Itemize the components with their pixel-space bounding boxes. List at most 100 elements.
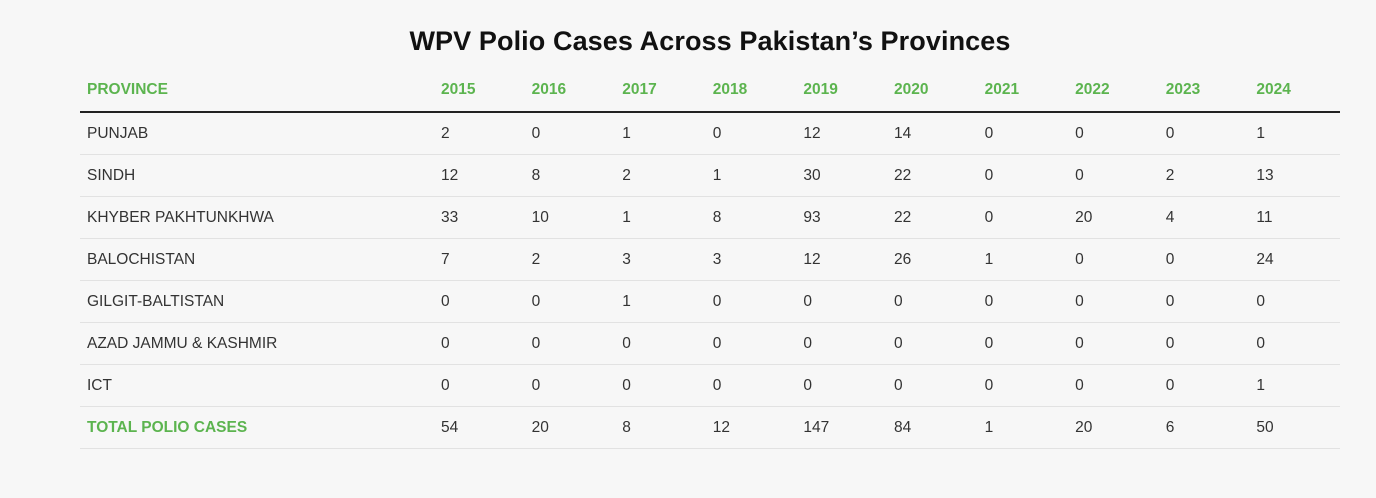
header-year-2020: 2020 xyxy=(886,68,978,113)
table-row: SINDH 12 8 2 1 30 22 0 0 2 13 xyxy=(80,154,1340,197)
case-count-cell: 0 xyxy=(434,322,525,365)
case-count-cell: 93 xyxy=(796,196,887,239)
total-count-cell: 84 xyxy=(886,406,978,449)
case-count-cell: 10 xyxy=(524,196,616,239)
province-cell: GILGIT-BALTISTAN xyxy=(80,280,435,323)
case-count-cell: 3 xyxy=(705,238,797,281)
case-count-cell: 0 xyxy=(796,322,887,365)
case-count-cell: 0 xyxy=(705,280,797,323)
total-count-cell: 8 xyxy=(615,406,706,449)
province-cell: PUNJAB xyxy=(80,112,435,155)
case-count-cell: 7 xyxy=(434,238,525,281)
case-count-cell: 0 xyxy=(977,154,1069,197)
header-year-2017: 2017 xyxy=(615,68,706,113)
case-count-cell: 0 xyxy=(886,364,978,407)
table-row: KHYBER PAKHTUNKHWA 33 10 1 8 93 22 0 20 4 11 xyxy=(80,196,1340,239)
table-header-row: PROVINCE 2015 2016 2017 2018 2019 2020 2021 202… xyxy=(80,68,1340,113)
total-count-cell: 20 xyxy=(1068,406,1159,449)
case-count-cell: 0 xyxy=(977,280,1069,323)
case-count-cell: 0 xyxy=(615,364,706,407)
case-count-cell: 1 xyxy=(615,112,706,155)
province-cell: AZAD JAMMU & KASHMIR xyxy=(80,322,435,365)
case-count-cell: 24 xyxy=(1249,238,1340,281)
case-count-cell: 0 xyxy=(886,280,978,323)
header-year-2022: 2022 xyxy=(1068,68,1159,113)
total-count-cell: 6 xyxy=(1158,406,1250,449)
case-count-cell: 0 xyxy=(977,112,1069,155)
case-count-cell: 2 xyxy=(434,112,525,155)
case-count-cell: 1 xyxy=(705,154,797,197)
case-count-cell: 0 xyxy=(977,196,1069,239)
case-count-cell: 12 xyxy=(434,154,525,197)
polio-cases-table: PROVINCE 2015 2016 2017 2018 2019 2020 2021 202… xyxy=(80,68,1340,449)
header-year-2023: 2023 xyxy=(1158,68,1250,113)
case-count-cell: 0 xyxy=(705,112,797,155)
case-count-cell: 0 xyxy=(796,280,887,323)
case-count-cell: 0 xyxy=(524,322,616,365)
case-count-cell: 0 xyxy=(796,364,887,407)
case-count-cell: 33 xyxy=(434,196,525,239)
case-count-cell: 12 xyxy=(796,112,887,155)
case-count-cell: 1 xyxy=(977,238,1069,281)
case-count-cell: 0 xyxy=(1068,280,1159,323)
case-count-cell: 4 xyxy=(1158,196,1250,239)
case-count-cell: 2 xyxy=(615,154,706,197)
case-count-cell: 0 xyxy=(1158,238,1250,281)
case-count-cell: 0 xyxy=(1158,364,1250,407)
case-count-cell: 0 xyxy=(886,322,978,365)
case-count-cell: 12 xyxy=(796,238,887,281)
case-count-cell: 26 xyxy=(886,238,978,281)
header-year-2016: 2016 xyxy=(524,68,616,113)
chart-title: WPV Polio Cases Across Pakistan’s Provin… xyxy=(409,26,1011,56)
case-count-cell: 8 xyxy=(705,196,797,239)
table-body: PUNJAB 2 0 1 0 12 14 0 0 0 1 SINDH 12 8 2 1 30 22 0 0 2 13 KHY… xyxy=(80,112,1340,449)
case-count-cell: 1 xyxy=(1249,112,1340,155)
case-count-cell: 0 xyxy=(1068,238,1159,281)
total-count-cell: 1 xyxy=(977,406,1069,449)
case-count-cell: 0 xyxy=(1158,322,1250,365)
header-year-2021: 2021 xyxy=(977,68,1069,113)
case-count-cell: 20 xyxy=(1068,196,1159,239)
header-year-2024: 2024 xyxy=(1249,68,1340,113)
total-count-cell: 147 xyxy=(796,406,887,449)
header-year-2018: 2018 xyxy=(705,68,797,113)
province-cell: BALOCHISTAN xyxy=(80,238,435,281)
header-year-2015: 2015 xyxy=(434,68,525,113)
province-cell: KHYBER PAKHTUNKHWA xyxy=(80,196,435,239)
total-count-cell: 12 xyxy=(705,406,797,449)
table-row: BALOCHISTAN 7 2 3 3 12 26 1 0 0 24 xyxy=(80,238,1340,281)
table-row: PUNJAB 2 0 1 0 12 14 0 0 0 1 xyxy=(80,112,1340,155)
case-count-cell: 0 xyxy=(434,364,525,407)
case-count-cell: 1 xyxy=(1249,364,1340,407)
case-count-cell: 13 xyxy=(1249,154,1340,197)
case-count-cell: 0 xyxy=(1249,322,1340,365)
case-count-cell: 0 xyxy=(524,280,616,323)
total-row: TOTAL POLIO CASES 54 20 8 12 147 84 1 20 6 50 xyxy=(80,406,1340,449)
case-count-cell: 0 xyxy=(1068,364,1159,407)
total-count-cell: 50 xyxy=(1249,406,1340,449)
case-count-cell: 0 xyxy=(524,112,616,155)
case-count-cell: 14 xyxy=(886,112,978,155)
case-count-cell: 0 xyxy=(705,364,797,407)
table-row: GILGIT-BALTISTAN 0 0 1 0 0 0 0 0 0 0 xyxy=(80,280,1340,323)
case-count-cell: 0 xyxy=(1249,280,1340,323)
case-count-cell: 1 xyxy=(615,280,706,323)
case-count-cell: 1 xyxy=(615,196,706,239)
case-count-cell: 2 xyxy=(1158,154,1250,197)
case-count-cell: 0 xyxy=(434,280,525,323)
total-count-cell: 20 xyxy=(524,406,616,449)
case-count-cell: 0 xyxy=(1068,322,1159,365)
table-row: ICT 0 0 0 0 0 0 0 0 0 1 xyxy=(80,364,1340,407)
total-count-cell: 54 xyxy=(434,406,525,449)
province-cell: ICT xyxy=(80,364,435,407)
case-count-cell: 0 xyxy=(524,364,616,407)
province-cell: SINDH xyxy=(80,154,435,197)
case-count-cell: 0 xyxy=(977,364,1069,407)
case-count-cell: 2 xyxy=(524,238,616,281)
case-count-cell: 22 xyxy=(886,154,978,197)
case-count-cell: 0 xyxy=(977,322,1069,365)
case-count-cell: 11 xyxy=(1249,196,1340,239)
case-count-cell: 0 xyxy=(1158,280,1250,323)
case-count-cell: 0 xyxy=(1068,154,1159,197)
